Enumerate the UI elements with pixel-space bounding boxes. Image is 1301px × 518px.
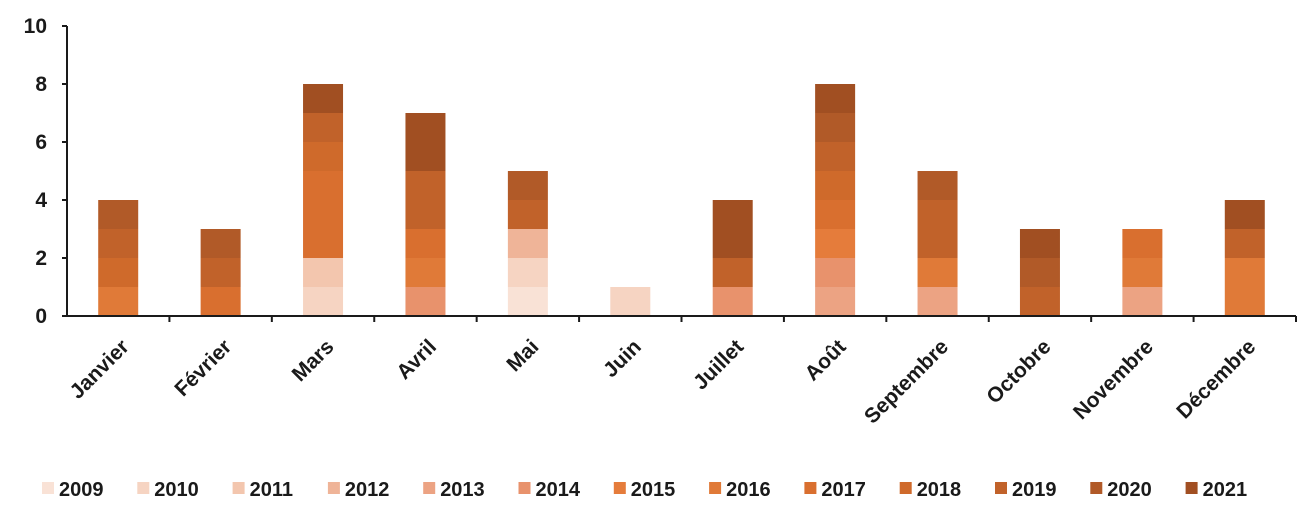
bar-segment [405, 113, 446, 171]
bar-segment [917, 258, 958, 287]
y-tick-label: 2 [35, 247, 47, 270]
bar-segment [1019, 287, 1060, 316]
legend-swatch [327, 482, 340, 494]
x-tick-label: Octobre [982, 335, 1055, 408]
legend-swatch [709, 482, 722, 494]
y-tick-label: 8 [35, 73, 47, 96]
legend-label: 2012 [345, 479, 390, 501]
x-tick-label: Septembre [860, 335, 953, 428]
bar-segment [815, 229, 856, 258]
bar-segment [98, 229, 139, 258]
legend-label: 2019 [1012, 479, 1057, 501]
legend-swatch [995, 482, 1007, 494]
x-tick-label: Janvier [65, 335, 133, 403]
bar-segment [507, 258, 548, 287]
legend-swatch [1090, 482, 1103, 494]
bar-segment [815, 287, 856, 316]
legend-swatch [42, 482, 54, 494]
bar-segment [405, 229, 446, 258]
bar-segment [712, 287, 753, 316]
legend-swatch [518, 482, 531, 494]
x-tick-label: Juillet [689, 335, 748, 394]
bar-segment [610, 287, 651, 316]
bar-segment [815, 171, 856, 200]
bar-segment [1019, 229, 1060, 258]
legend-swatch [804, 482, 817, 494]
bar-segment [1122, 287, 1163, 316]
x-tick-label: Février [170, 335, 236, 401]
bar-segment [507, 229, 548, 258]
bar-segment [303, 142, 344, 171]
x-tick-label: Août [801, 335, 851, 385]
legend-label: 2020 [1107, 479, 1152, 501]
legend-label: 2009 [59, 479, 104, 501]
legend-label: 2010 [154, 479, 199, 501]
bar-segment [200, 229, 241, 258]
y-tick-label: 6 [35, 131, 47, 154]
bar-segment [1019, 258, 1060, 287]
legend-label: 2014 [536, 479, 581, 501]
legend-label: 2021 [1203, 479, 1248, 501]
x-tick-label: Juin [599, 335, 646, 382]
y-tick-label: 10 [24, 15, 47, 38]
x-tick-label: Mars [288, 335, 339, 386]
legend-swatch [1185, 482, 1198, 494]
bar-segment [303, 84, 344, 113]
bar-segment [303, 171, 344, 258]
bar-segment [507, 287, 548, 316]
bar-segment [405, 171, 446, 229]
bar-segment [405, 287, 446, 316]
bar-segment [917, 171, 958, 200]
y-tick-label: 4 [35, 189, 47, 212]
legend-label: 2018 [917, 479, 962, 501]
bar-segment [1122, 258, 1163, 287]
bar-segment [815, 258, 856, 287]
bar-segment [917, 200, 958, 258]
bar-segment [1224, 229, 1265, 258]
bar-segment [303, 287, 344, 316]
x-tick-label: Décembre [1172, 335, 1260, 423]
bar-segment [815, 142, 856, 171]
legend-swatch [899, 482, 912, 494]
legend-swatch [232, 482, 245, 494]
bar-segment [917, 287, 958, 316]
bar-segment [405, 258, 446, 287]
bar-segment [1224, 258, 1265, 316]
legend-swatch [613, 482, 626, 494]
bar-segment [815, 200, 856, 229]
bar-segment [815, 113, 856, 142]
bar-segment [712, 200, 753, 258]
bar-segment [303, 258, 344, 287]
legend-label: 2016 [726, 479, 771, 501]
bar-segment [200, 287, 241, 316]
bar-segment [98, 287, 139, 316]
legend-label: 2013 [440, 479, 485, 501]
legend-label: 2015 [631, 479, 676, 501]
bar-segment [507, 200, 548, 229]
x-tick-label: Novembre [1069, 335, 1158, 424]
legend-label: 2011 [250, 479, 293, 501]
y-tick-label: 0 [35, 305, 47, 328]
bar-segment [98, 258, 139, 287]
legend-swatch [137, 482, 150, 494]
x-tick-label: Mai [502, 335, 543, 376]
x-tick-label: Avril [392, 335, 441, 384]
bar-segment [712, 258, 753, 287]
bar-segment [98, 200, 139, 229]
bar-segment [507, 171, 548, 200]
bar-segment [303, 113, 344, 142]
bar-segment [200, 258, 241, 287]
bar-segment [815, 84, 856, 113]
legend-label: 2017 [821, 479, 866, 501]
bar-segment [1122, 229, 1163, 258]
legend-swatch [423, 482, 436, 494]
bar-segment [1224, 200, 1265, 229]
